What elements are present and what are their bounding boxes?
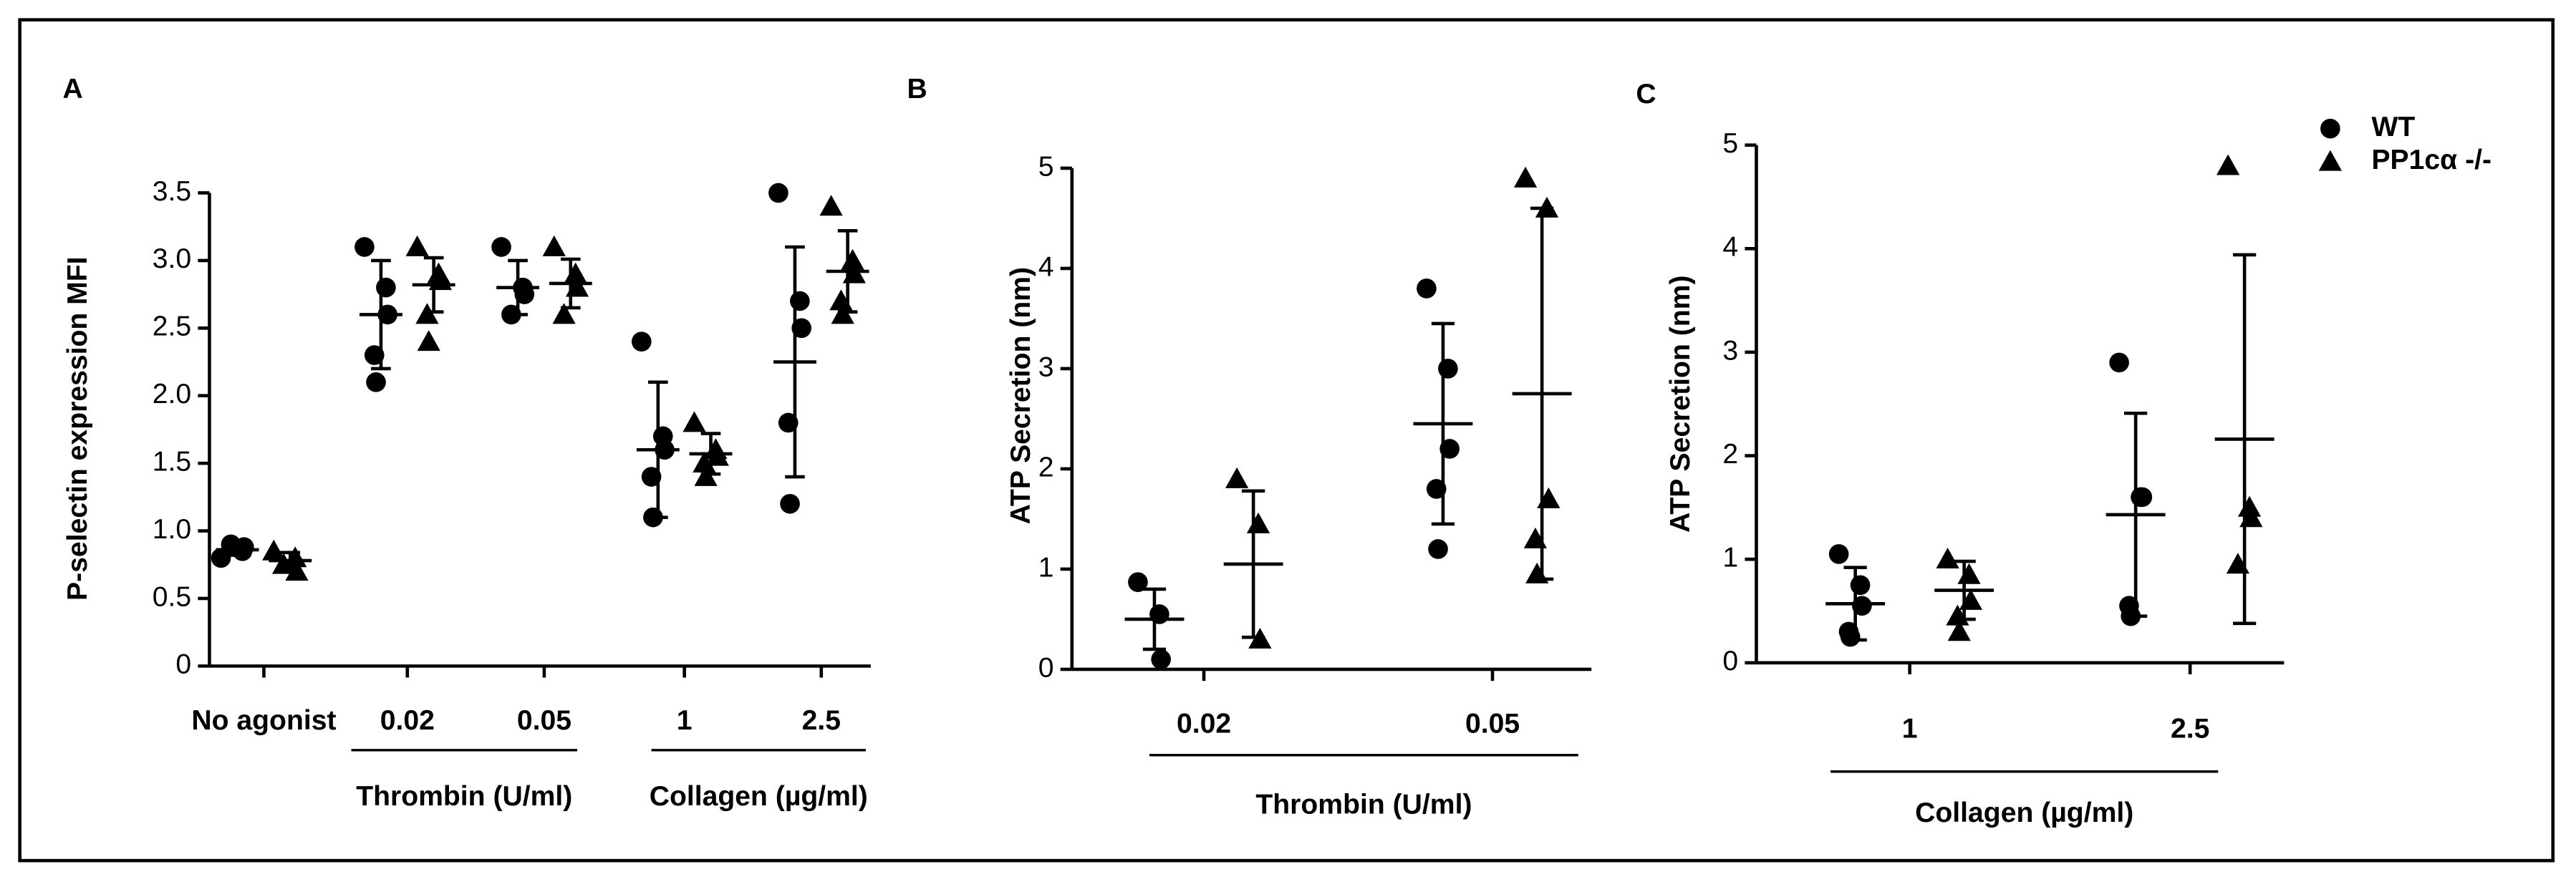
data-point bbox=[780, 493, 800, 514]
x-tick-label: 0.05 bbox=[1465, 709, 1520, 740]
data-point bbox=[1151, 649, 1171, 669]
group-label: Collagen (µg/ml) bbox=[1915, 798, 2133, 828]
group-label: Collagen (µg/ml) bbox=[650, 781, 868, 812]
data-point bbox=[1128, 572, 1148, 592]
legend-marker bbox=[2320, 118, 2340, 139]
x-tick-label: 0.02 bbox=[380, 705, 435, 736]
x-tick-label: 0.02 bbox=[1177, 709, 1231, 740]
y-tick-label: 1 bbox=[1038, 552, 1054, 583]
data-point bbox=[366, 372, 386, 392]
data-point bbox=[1947, 620, 1971, 641]
x-tick-label: 1 bbox=[1902, 714, 1918, 745]
group-label: Thrombin (U/ml) bbox=[356, 781, 572, 812]
y-tick-label: 0.5 bbox=[153, 581, 191, 612]
data-point bbox=[682, 411, 706, 432]
y-tick-label: 3.5 bbox=[153, 176, 191, 207]
legend-marker bbox=[2318, 150, 2342, 171]
y-tick-label: 1.5 bbox=[153, 446, 191, 477]
y-tick-label: 1.0 bbox=[153, 514, 191, 545]
y-tick-label: 2 bbox=[1722, 439, 1738, 470]
data-point bbox=[1936, 548, 1959, 569]
x-tick-label: 2.5 bbox=[2171, 714, 2209, 745]
x-tick-label: No agonist bbox=[191, 705, 336, 736]
y-tick-label: 3.0 bbox=[153, 243, 191, 274]
y-axis-label: ATP Secretion (nm) bbox=[1665, 276, 1696, 533]
data-point bbox=[819, 195, 843, 216]
y-tick-label: 4 bbox=[1038, 251, 1054, 282]
data-point bbox=[491, 237, 511, 257]
data-point bbox=[1225, 467, 1249, 488]
y-tick-label: 0 bbox=[1722, 646, 1738, 677]
data-point bbox=[2109, 352, 2129, 373]
legend-label: PP1cα -/- bbox=[2371, 145, 2491, 175]
group-label: Thrombin (U/ml) bbox=[1255, 789, 1472, 820]
data-point bbox=[2216, 154, 2240, 175]
x-tick-label: 0.05 bbox=[517, 705, 571, 736]
data-point bbox=[405, 235, 429, 256]
y-tick-label: 2.5 bbox=[153, 311, 191, 342]
data-point bbox=[1828, 544, 1849, 564]
legend-label: WT bbox=[2371, 112, 2415, 142]
data-point bbox=[417, 330, 440, 352]
data-point bbox=[1438, 359, 1458, 379]
data-point bbox=[211, 548, 231, 568]
data-point bbox=[1149, 604, 1169, 624]
data-point bbox=[1840, 626, 1861, 647]
x-tick-label: 1 bbox=[677, 705, 693, 736]
panel-label: B bbox=[907, 74, 927, 105]
data-point bbox=[552, 303, 576, 324]
data-point bbox=[1513, 166, 1538, 188]
figure-border bbox=[18, 18, 2555, 863]
data-point bbox=[768, 183, 788, 203]
data-point bbox=[791, 318, 811, 339]
y-axis-label: P-selectin expression MFI bbox=[62, 257, 93, 601]
data-point bbox=[1850, 575, 1871, 596]
data-point bbox=[262, 539, 286, 561]
y-tick-label: 4 bbox=[1722, 232, 1738, 263]
data-point bbox=[542, 235, 566, 256]
x-tick-label: 2.5 bbox=[802, 705, 841, 736]
y-tick-label: 3 bbox=[1722, 335, 1738, 366]
y-tick-label: 5 bbox=[1722, 128, 1738, 159]
data-point bbox=[354, 237, 375, 257]
panel-label: C bbox=[1636, 79, 1656, 110]
y-tick-label: 2 bbox=[1038, 452, 1054, 483]
data-point bbox=[790, 291, 810, 311]
y-axis-label: ATP Secretion (nm) bbox=[1005, 267, 1036, 524]
data-point bbox=[631, 331, 652, 352]
panel-label: A bbox=[63, 74, 83, 105]
y-tick-label: 0 bbox=[1038, 652, 1054, 683]
y-tick-label: 1 bbox=[1722, 543, 1738, 573]
y-tick-label: 0 bbox=[175, 649, 191, 680]
y-tick-label: 2.0 bbox=[153, 379, 191, 409]
y-tick-label: 3 bbox=[1038, 352, 1054, 382]
data-point bbox=[376, 277, 396, 298]
y-tick-label: 5 bbox=[1038, 151, 1054, 182]
data-point bbox=[1428, 539, 1448, 559]
data-point bbox=[1417, 278, 1437, 299]
